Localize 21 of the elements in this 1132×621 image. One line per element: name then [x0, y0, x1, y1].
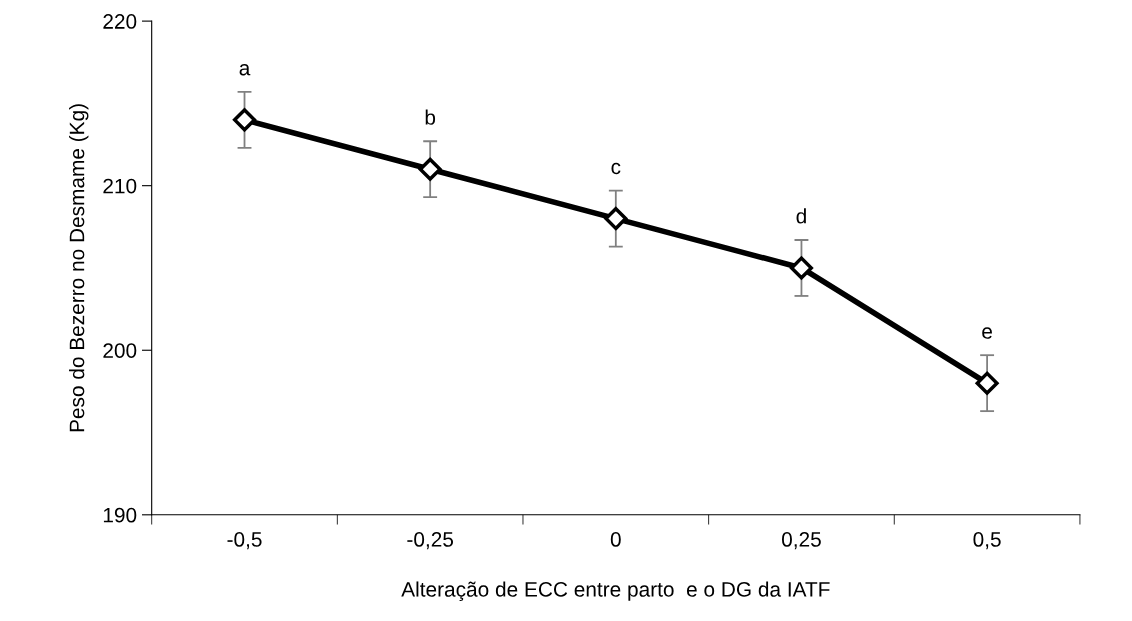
point: [975, 371, 999, 395]
point: [789, 256, 814, 280]
y-tick-label: 200: [103, 343, 137, 358]
annotation: c: [611, 162, 621, 175]
x-tick-label: 0,25: [782, 532, 821, 550]
y-tick-label: 190: [103, 507, 137, 523]
annotation: d: [796, 208, 806, 224]
annotation: a: [239, 64, 251, 76]
x-tick-label: -0,25: [407, 532, 454, 550]
point: [232, 108, 257, 132]
annotation: e: [982, 327, 992, 339]
x-tick-label: 0: [610, 532, 621, 547]
y-axis-title: Peso do Bezerro no Desmame (Kg): [69, 104, 89, 432]
y-tick-label: 220: [103, 14, 137, 29]
point: [418, 157, 442, 181]
x-tick-label: 0,5: [973, 532, 1001, 550]
x-tick-label: -0,5: [227, 532, 262, 550]
annotation: b: [425, 109, 436, 125]
y-tick-label: 210: [103, 178, 137, 194]
x-axis-title: Alteração de ECC entre parto e o DG da IATF: [401, 581, 830, 601]
point: [604, 207, 628, 231]
